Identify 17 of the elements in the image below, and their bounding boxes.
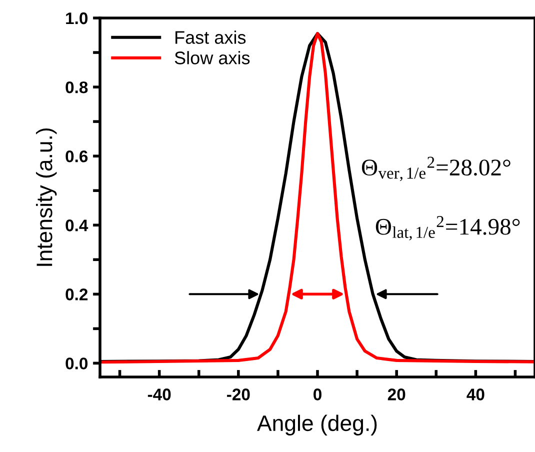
annotation: Θ$_{ver,1/e}$$^{2}$=28.02° bbox=[362, 156, 510, 182]
y-tick-label: 0.8 bbox=[66, 81, 88, 94]
x-tick-label: -40 bbox=[148, 388, 171, 400]
x-tick-label: 0 bbox=[314, 388, 322, 400]
annotation: Θ$_{lat,1/e}$$^{2}$=14.98° bbox=[376, 216, 520, 240]
x-tick-label: 20 bbox=[388, 388, 406, 400]
y-tick-label: 1.0 bbox=[66, 12, 88, 24]
y-tick-label: 0.0 bbox=[66, 358, 88, 370]
x-tick-label: -20 bbox=[227, 388, 250, 400]
y-axis-title: Intensity (a.u.) bbox=[36, 128, 57, 266]
x-tick-label: 40 bbox=[466, 388, 484, 400]
x-axis-title: Angle (deg.) bbox=[257, 414, 377, 436]
y-tick-label: 0.2 bbox=[66, 288, 88, 300]
legend-label: Slow axis bbox=[174, 51, 250, 64]
y-tick-label: 0.6 bbox=[66, 150, 88, 162]
legend-label: Fast axis bbox=[176, 30, 246, 44]
y-tick-label: 0.4 bbox=[66, 220, 88, 232]
